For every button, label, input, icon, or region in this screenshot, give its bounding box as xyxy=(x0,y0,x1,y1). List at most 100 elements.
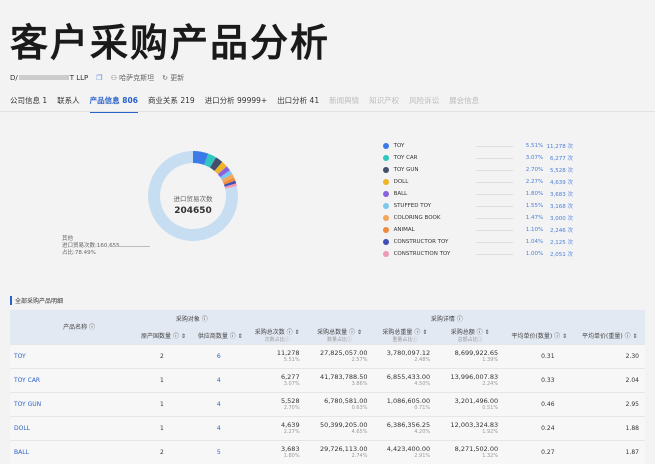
legend-bar xyxy=(475,253,514,255)
table-row: BALL 2 5 3,683 1.80% 29,726,113.00 2.74% 4… xyxy=(10,439,645,464)
tab-9[interactable]: 展会信息 xyxy=(449,96,480,105)
header-col-3[interactable]: 采购总次数 ⓘ ⇕ 次数占比ⓘ xyxy=(248,327,306,344)
legend-dot-icon xyxy=(383,203,389,209)
qty-cell: 29,726,113.00 2.74% xyxy=(305,439,374,464)
section-title: 全部采购产品明细 xyxy=(10,296,63,305)
donut-slice-doll[interactable] xyxy=(214,161,227,175)
legend-item[interactable]: TOY GUN 2.70% 5,528 次 xyxy=(383,164,573,176)
times-cell: 5,528 2.70% xyxy=(248,391,306,416)
donut-slice-animal[interactable] xyxy=(223,177,236,185)
table-row: TOY 2 6 11,278 5.51% 27,825,057.00 2.57% 3… xyxy=(10,343,645,368)
donut-slice-construction-toy[interactable] xyxy=(224,183,237,189)
product-name-link[interactable]: DOLL xyxy=(10,415,135,440)
avg-weight-cell: 2.95 xyxy=(574,391,645,416)
legend-pct: 2.27% xyxy=(525,179,544,185)
product-name-link[interactable]: BALL xyxy=(10,439,135,464)
tab-6[interactable]: 新闻舆情 xyxy=(329,96,360,105)
suppliers-link[interactable]: 4 xyxy=(191,415,249,440)
legend-count: 6,277 次 xyxy=(550,156,573,162)
table-row: TOY GUN 1 4 5,528 2.70% 6,780,581.00 0.63%… xyxy=(10,391,645,416)
legend-bar xyxy=(475,181,514,183)
legend-bar xyxy=(475,229,514,231)
company-name: D/T LLP xyxy=(10,74,89,82)
copy-icon[interactable]: ❐ xyxy=(96,74,103,82)
product-name-link[interactable]: TOY xyxy=(10,343,135,368)
amount-cell: 13,996,007.83 2.24% xyxy=(436,367,505,392)
legend-item[interactable]: TOY CAR 3.07% 6,277 次 xyxy=(383,152,573,164)
tab-2[interactable]: 产品信息 806 xyxy=(89,95,138,113)
avg-weight-cell: 1.87 xyxy=(574,439,645,464)
donut-slice-toy-gun[interactable] xyxy=(209,157,223,171)
donut-slice-stuffed-toy[interactable] xyxy=(220,170,233,180)
legend-name: DOLL xyxy=(393,179,409,185)
avg-weight-cell: 1.88 xyxy=(574,415,645,440)
others-leader-line xyxy=(112,246,150,247)
tab-1[interactable]: 联系人 xyxy=(57,96,80,105)
weight-cell: 6,386,356.25 4.20% xyxy=(373,415,437,440)
legend-item[interactable]: TOY 5.51% 11,278 次 xyxy=(383,140,573,152)
legend-dot-icon xyxy=(383,251,389,257)
legend-item[interactable]: COLORING BOOK 1.47% 3,000 次 xyxy=(383,212,573,224)
weight-cell: 6,855,433.00 4.50% xyxy=(373,367,437,392)
others-annotation: 其他 进口贸易次数:160,655 占比:78.49% xyxy=(62,236,120,256)
header-col-6[interactable]: 采购总额 ⓘ ⇕ 总额占比ⓘ xyxy=(436,327,505,344)
tab-0[interactable]: 公司信息 1 xyxy=(10,96,48,105)
amount-cell: 8,699,922.65 1.39% xyxy=(436,343,505,368)
legend-name: TOY CAR xyxy=(393,155,418,161)
legend-count: 5,528 次 xyxy=(550,168,573,174)
product-name-link[interactable]: TOY CAR xyxy=(10,367,135,392)
legend-dot-icon xyxy=(383,215,389,221)
donut-slice-coloring-book[interactable] xyxy=(221,174,235,183)
suppliers-link[interactable]: 4 xyxy=(191,367,249,392)
legend-bar xyxy=(475,157,514,159)
legend-item[interactable]: CONSTRUCTION TOY 1.00% 2,051 次 xyxy=(383,248,573,260)
contact-link[interactable]: ⚇ 哈萨克斯坦 xyxy=(110,74,155,82)
tab-8[interactable]: 风险诉讼 xyxy=(409,96,440,105)
weight-cell: 3,780,097.12 2.48% xyxy=(373,343,437,368)
donut-slice-toy-car[interactable] xyxy=(204,153,217,168)
legend-item[interactable]: ANIMAL 1.10% 2,246 次 xyxy=(383,224,573,236)
avg-qty-cell: 0.33 xyxy=(504,367,575,392)
donut-slice-ball[interactable] xyxy=(217,166,230,178)
header-col-5[interactable]: 采购总重量 ⓘ ⇕ 重量占比ⓘ xyxy=(373,327,437,344)
legend-pct: 1.10% xyxy=(525,227,544,233)
donut-slice-constructor-toy[interactable] xyxy=(224,180,237,187)
legend-bar xyxy=(475,205,514,207)
header-col-8[interactable]: 平均单价(重量) ⓘ ⇕ xyxy=(574,327,645,344)
tab-3[interactable]: 商业关系 219 xyxy=(147,96,195,105)
legend-name: COLORING BOOK xyxy=(393,215,441,221)
header-product-name: 产品名称 ⓘ xyxy=(10,310,135,344)
product-name-link[interactable]: TOY GUN xyxy=(10,391,135,416)
avg-qty-cell: 0.31 xyxy=(504,343,575,368)
header-col-4[interactable]: 采购总数量 ⓘ ⇕ 数量占比ⓘ xyxy=(305,327,374,344)
legend-item[interactable]: BALL 1.80% 3,683 次 xyxy=(383,188,573,200)
header-col-7[interactable]: 平均单价(数量) ⓘ ⇕ xyxy=(504,327,575,344)
update-button[interactable]: ↻ 更新 xyxy=(162,74,185,82)
header-col-2[interactable]: 供应商数量 ⓘ ⇕ xyxy=(191,327,249,344)
amount-cell: 8,271,502.00 1.32% xyxy=(436,439,505,464)
legend-pct: 1.55% xyxy=(525,203,544,209)
donut-center-value: 204650 xyxy=(174,206,212,216)
countries-cell: 1 xyxy=(135,367,192,392)
legend-dot-icon xyxy=(383,227,389,233)
legend-item[interactable]: CONSTRUCTOR TOY 1.04% 2,125 次 xyxy=(383,236,573,248)
suppliers-link[interactable]: 6 xyxy=(191,343,249,368)
legend-item[interactable]: DOLL 2.27% 4,639 次 xyxy=(383,176,573,188)
header-group-target: 采购对象 ⓘ xyxy=(135,310,249,327)
legend-item[interactable]: STUFFED TOY 1.55% 3,168 次 xyxy=(383,200,573,212)
suppliers-link[interactable]: 5 xyxy=(191,439,249,464)
times-cell: 6,277 3.07% xyxy=(248,367,306,392)
donut-slice-toy[interactable] xyxy=(193,151,209,165)
avg-qty-cell: 0.46 xyxy=(504,391,575,416)
legend-name: STUFFED TOY xyxy=(393,203,431,209)
legend-count: 3,683 次 xyxy=(550,192,573,198)
legend-name: TOY GUN xyxy=(393,167,419,173)
tab-7[interactable]: 知识产权 xyxy=(369,96,400,105)
times-cell: 3,683 1.80% xyxy=(248,439,306,464)
tab-5[interactable]: 出口分析 41 xyxy=(277,96,320,105)
refresh-icon: ↻ xyxy=(162,74,168,82)
header-col-1[interactable]: 原产国数量 ⓘ ⇕ xyxy=(135,327,192,344)
legend-pct: 1.04% xyxy=(525,239,544,245)
tab-4[interactable]: 进口分析 99999+ xyxy=(204,96,268,105)
suppliers-link[interactable]: 4 xyxy=(191,391,249,416)
